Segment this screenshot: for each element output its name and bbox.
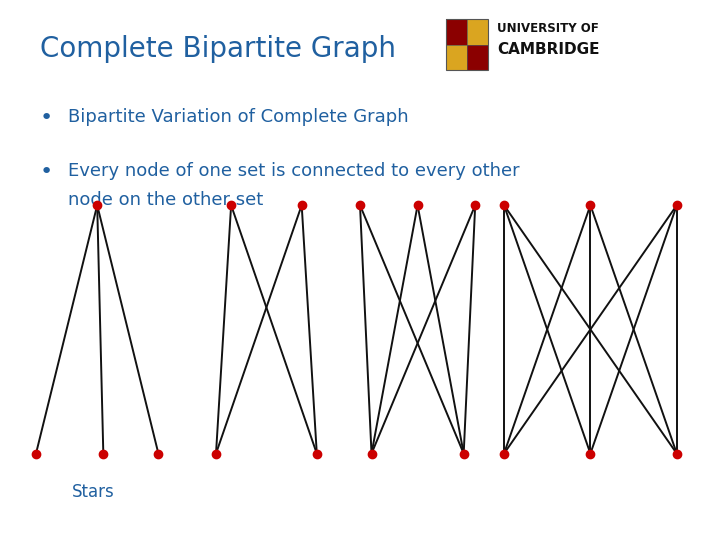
Bar bbox=[446, 45, 467, 70]
Text: •: • bbox=[40, 162, 53, 182]
Text: Bipartite Variation of Complete Graph: Bipartite Variation of Complete Graph bbox=[68, 108, 409, 126]
Text: •: • bbox=[40, 108, 53, 128]
Text: Every node of one set is connected to every other: Every node of one set is connected to ev… bbox=[68, 162, 520, 180]
Bar bbox=[446, 19, 488, 70]
Text: CAMBRIDGE: CAMBRIDGE bbox=[497, 42, 599, 57]
Bar bbox=[467, 19, 488, 45]
Bar bbox=[467, 45, 488, 70]
Text: Stars: Stars bbox=[72, 483, 114, 501]
Bar bbox=[446, 19, 467, 45]
Text: node on the other set: node on the other set bbox=[68, 191, 264, 208]
Text: UNIVERSITY OF: UNIVERSITY OF bbox=[497, 22, 598, 35]
Text: Complete Bipartite Graph: Complete Bipartite Graph bbox=[40, 35, 395, 63]
